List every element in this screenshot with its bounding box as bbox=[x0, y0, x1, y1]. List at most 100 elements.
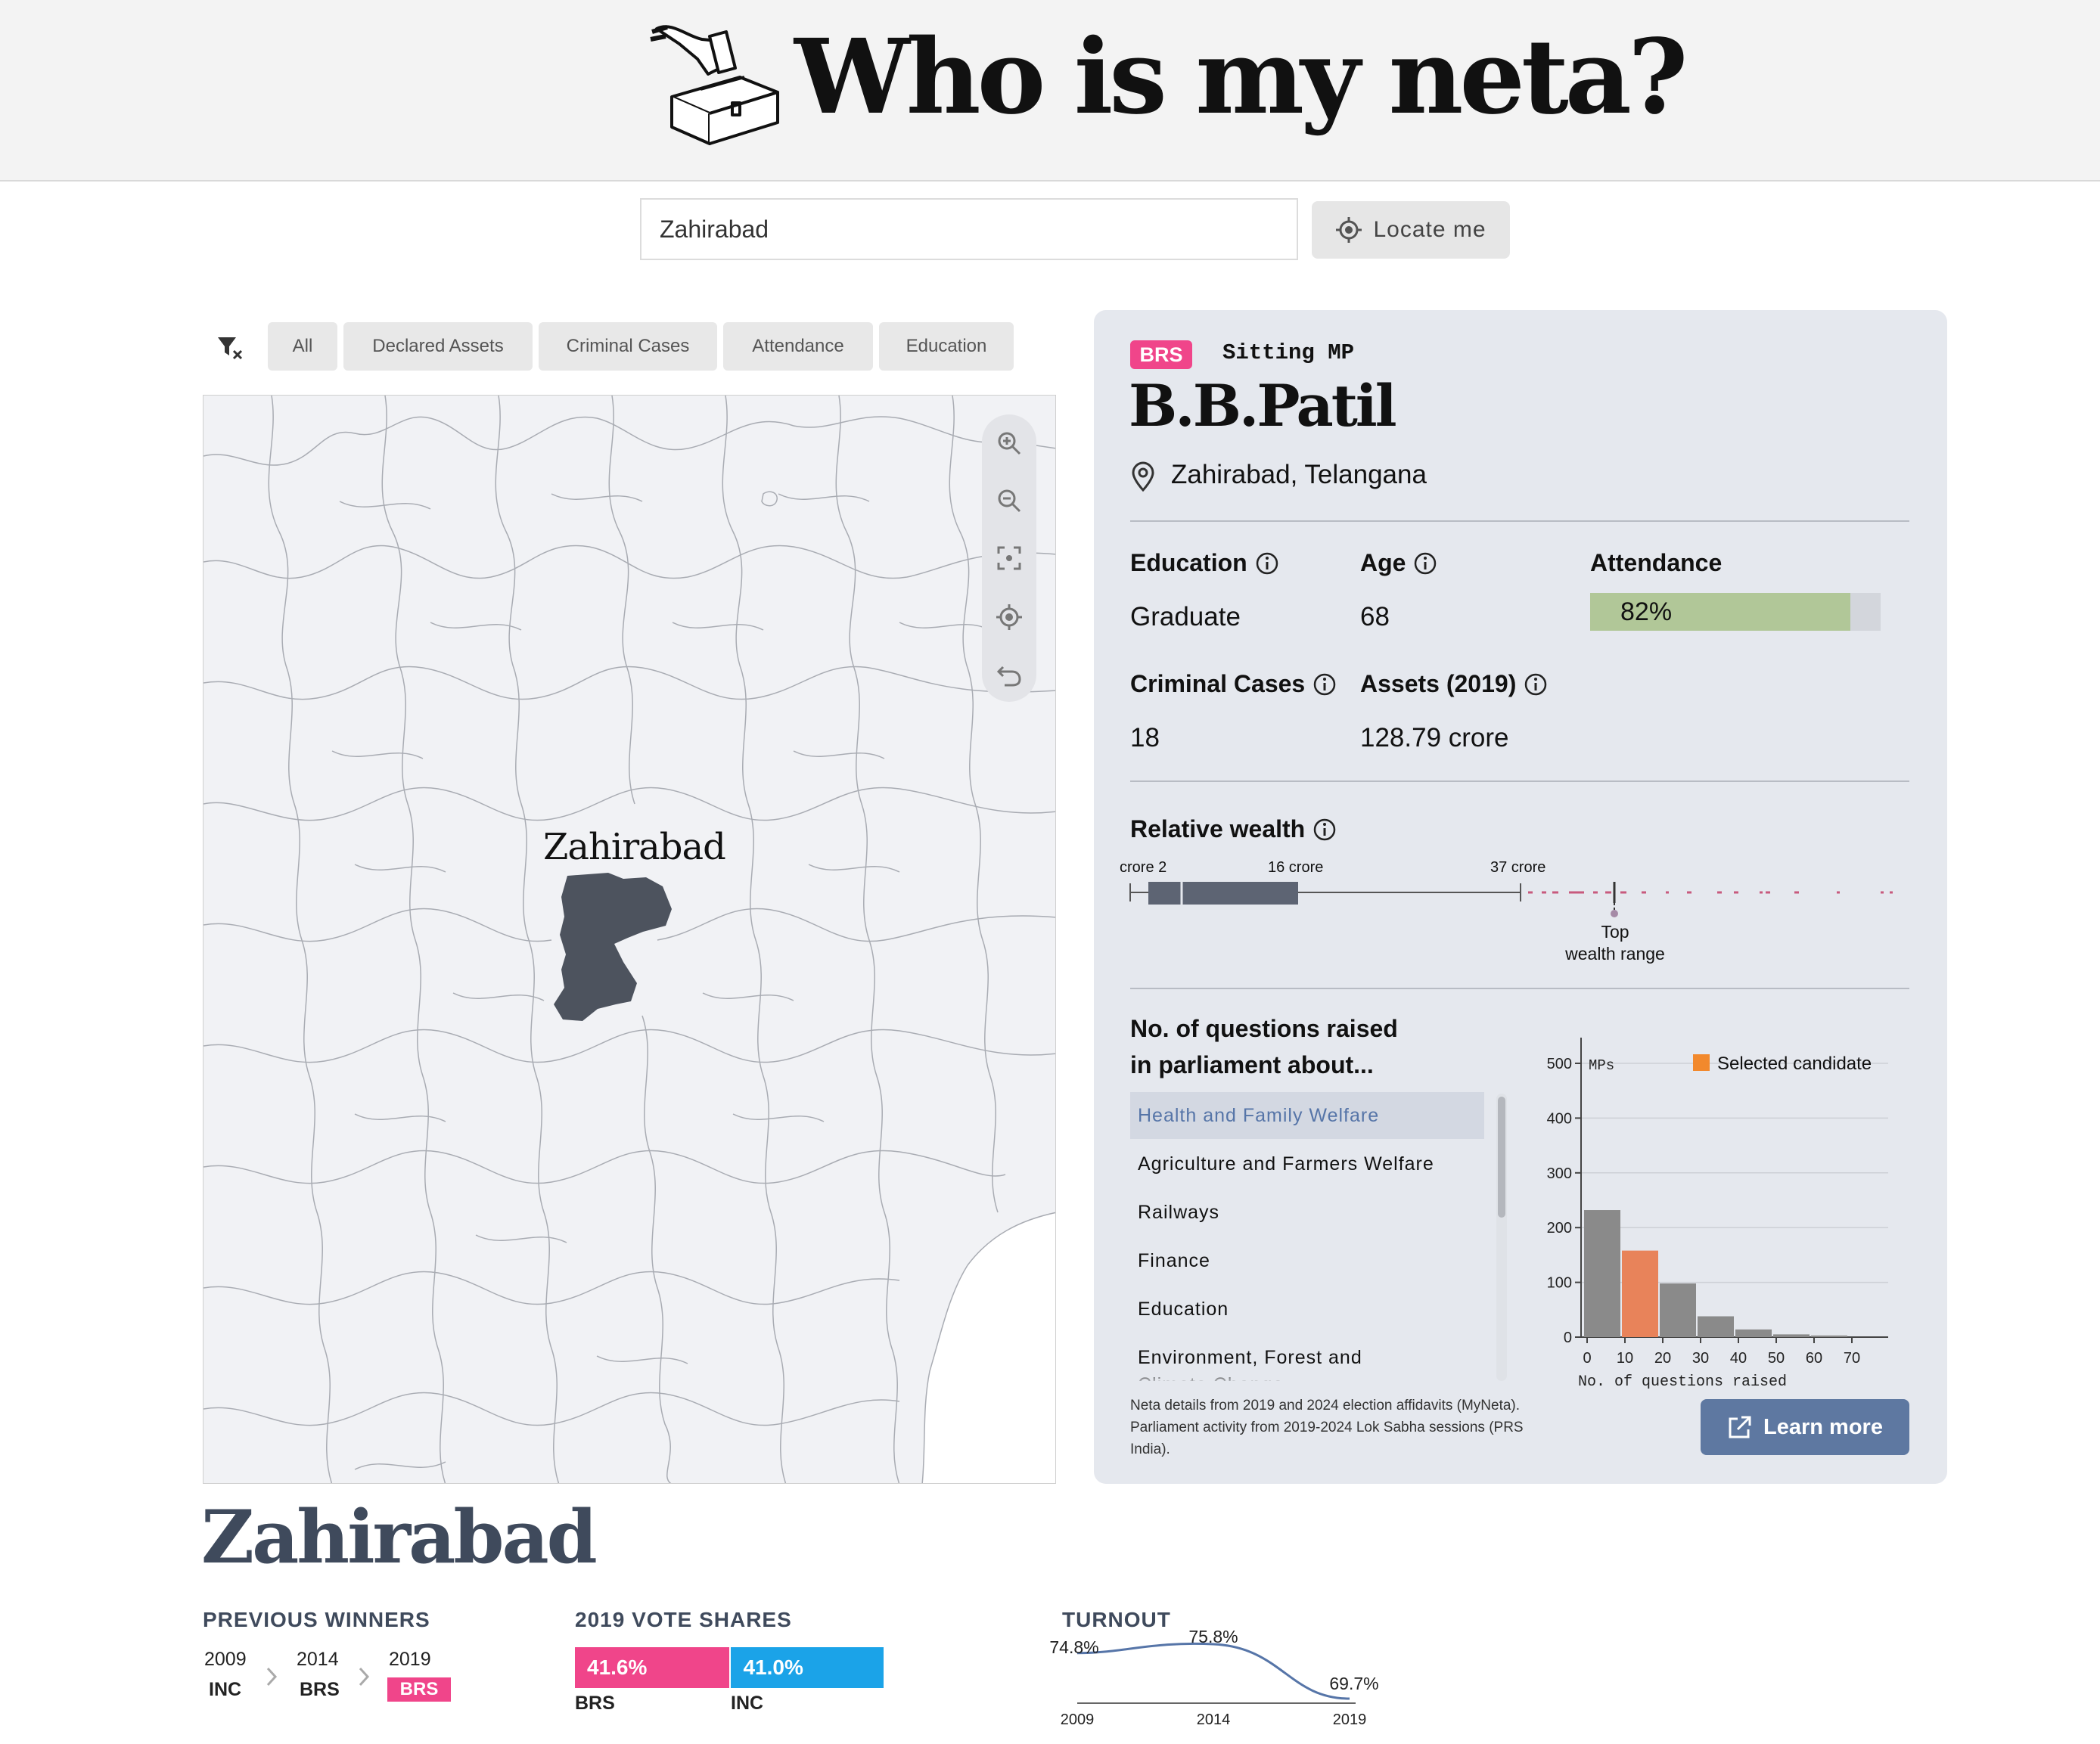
selected-bar bbox=[1622, 1250, 1658, 1337]
topic-item[interactable]: Railways bbox=[1138, 1201, 1220, 1223]
locate-me-button[interactable]: Locate me bbox=[1312, 201, 1510, 259]
questions-title: No. of questions raised in parliament ab… bbox=[1130, 1015, 1398, 1078]
x-tick-label: 50 bbox=[1768, 1350, 1785, 1367]
x-tick-label: 70 bbox=[1844, 1350, 1860, 1367]
turnout-title: TURNOUT bbox=[1062, 1608, 1171, 1631]
topic-item[interactable]: Health and Family Welfare bbox=[1138, 1104, 1380, 1126]
vote-share-party: BRS bbox=[575, 1693, 615, 1714]
wealth-tick-mid: 16 crore bbox=[1268, 859, 1324, 876]
map-controls bbox=[982, 414, 1036, 702]
divider bbox=[1130, 780, 1909, 782]
x-tick-label: 20 bbox=[1654, 1350, 1671, 1367]
filter-clear-icon[interactable] bbox=[215, 333, 245, 363]
filter-criminal-cases[interactable]: Criminal Cases bbox=[539, 322, 717, 371]
chevron-right-icon bbox=[266, 1667, 278, 1687]
wealth-tick-min: 2 crore bbox=[1120, 859, 1167, 876]
info-icon[interactable] bbox=[1255, 551, 1279, 576]
histogram-bar bbox=[1698, 1316, 1734, 1337]
education-label: Education bbox=[1130, 549, 1279, 577]
header bbox=[0, 0, 2100, 182]
location-pin-icon bbox=[1132, 461, 1154, 492]
criminal-cases-value: 18 bbox=[1130, 723, 1160, 753]
histogram-bar bbox=[1584, 1210, 1620, 1337]
turnout-chart: 74.8% 75.8% 69.7% 2009 2014 2019 bbox=[1049, 1627, 1378, 1728]
attendance-bar-fill bbox=[1590, 593, 1850, 631]
y-tick-label: 0 bbox=[1564, 1330, 1572, 1346]
x-tick-label: 60 bbox=[1806, 1350, 1822, 1367]
topic-list-scrollbar-track[interactable] bbox=[1496, 1094, 1507, 1381]
external-link-icon bbox=[1729, 1416, 1751, 1438]
header-divider bbox=[0, 180, 2100, 182]
topic-item[interactable]: Education bbox=[1138, 1298, 1229, 1320]
map-highlight-label: Zahirabad bbox=[543, 826, 726, 868]
turnout-year-label: 2019 bbox=[1333, 1711, 1367, 1728]
criminal-cases-label: Criminal Cases bbox=[1130, 670, 1337, 698]
learn-more-button[interactable]: Learn more bbox=[1701, 1399, 1909, 1455]
candidate-name: B.B.Patil bbox=[1129, 372, 1397, 439]
divider bbox=[1130, 520, 1909, 522]
candidate-status: Sitting MP bbox=[1222, 340, 1355, 365]
constituency-map[interactable] bbox=[203, 395, 1056, 1484]
y-tick-label: 200 bbox=[1547, 1220, 1572, 1237]
winner-party: BRS bbox=[300, 1679, 340, 1700]
party-badge: BRS bbox=[1130, 340, 1192, 369]
vote-share-party: INC bbox=[731, 1693, 764, 1714]
histogram-bar bbox=[1811, 1335, 1847, 1337]
constituency-title: Zahirabad bbox=[201, 1494, 598, 1580]
vote-shares-title: 2019 VOTE SHARES bbox=[575, 1608, 792, 1631]
candidate-location: Zahirabad, Telangana bbox=[1171, 460, 1427, 489]
y-tick-label: 100 bbox=[1547, 1275, 1572, 1292]
winner-year: 2009 bbox=[204, 1649, 247, 1670]
y-tick-label: 500 bbox=[1547, 1056, 1572, 1072]
search-input[interactable] bbox=[640, 198, 1298, 260]
vote-share-segment-brs[interactable]: 41.6% bbox=[575, 1647, 730, 1688]
winner-year: 2014 bbox=[297, 1649, 339, 1670]
topic-item[interactable]: Finance bbox=[1138, 1249, 1210, 1271]
attendance-bar-track: 82% bbox=[1590, 593, 1881, 631]
selected-topic-highlight bbox=[1130, 1092, 1484, 1139]
legend-swatch bbox=[1693, 1054, 1710, 1071]
fit-bounds-icon[interactable] bbox=[993, 542, 1026, 575]
chevron-right-icon bbox=[359, 1667, 370, 1687]
info-icon[interactable] bbox=[1524, 672, 1548, 697]
source-note: Neta details from 2019 and 2024 election… bbox=[1130, 1398, 1524, 1457]
x-tick-label: 10 bbox=[1617, 1350, 1633, 1367]
reset-icon[interactable] bbox=[993, 658, 1026, 691]
assets-label: Assets (2019) bbox=[1360, 670, 1548, 698]
assets-value: 128.79 crore bbox=[1360, 723, 1509, 753]
vote-share-segment-inc[interactable]: 41.0% bbox=[731, 1647, 884, 1688]
wealth-tick-max: 37 crore bbox=[1490, 859, 1546, 876]
winner-party: INC bbox=[209, 1679, 242, 1700]
wealth-box-plot bbox=[1129, 882, 1893, 917]
y-tick-label: 300 bbox=[1547, 1165, 1572, 1182]
x-tick-label: 0 bbox=[1583, 1350, 1591, 1367]
topic-list[interactable] bbox=[1129, 1092, 1507, 1386]
x-axis-label: No. of questions raised bbox=[1578, 1373, 1787, 1391]
crosshair-icon bbox=[1336, 217, 1362, 243]
info-icon[interactable] bbox=[1312, 818, 1337, 842]
vote-share-bar: 41.6% 41.0% bbox=[575, 1647, 884, 1688]
filter-declared-assets[interactable]: Declared Assets bbox=[343, 322, 533, 371]
x-tick-label: 30 bbox=[1692, 1350, 1709, 1367]
histogram-bar bbox=[1660, 1283, 1696, 1337]
topic-list-scrollbar-thumb[interactable] bbox=[1498, 1097, 1505, 1218]
filter-attendance[interactable]: Attendance bbox=[723, 322, 873, 371]
map-boundaries bbox=[203, 396, 1055, 1483]
divider bbox=[1130, 988, 1909, 989]
turnout-value-label: 69.7% bbox=[1329, 1674, 1378, 1693]
turnout-line bbox=[1076, 1642, 1350, 1700]
age-label: Age bbox=[1360, 549, 1437, 577]
winner-party-badge: BRS bbox=[387, 1677, 451, 1702]
info-icon[interactable] bbox=[1413, 551, 1437, 576]
info-icon[interactable] bbox=[1312, 672, 1337, 697]
topic-list-fade bbox=[1130, 1369, 1484, 1386]
locate-icon[interactable] bbox=[993, 600, 1026, 634]
locate-me-label: Locate me bbox=[1373, 217, 1486, 242]
topic-item[interactable]: Agriculture and Farmers Welfare bbox=[1138, 1153, 1434, 1175]
zoom-in-icon[interactable] bbox=[993, 427, 1026, 460]
zahirabad-constituency-shape[interactable] bbox=[552, 871, 711, 1023]
education-value: Graduate bbox=[1130, 602, 1241, 632]
filter-all[interactable]: All bbox=[268, 322, 337, 371]
filter-education[interactable]: Education bbox=[879, 322, 1014, 371]
zoom-out-icon[interactable] bbox=[993, 484, 1026, 517]
